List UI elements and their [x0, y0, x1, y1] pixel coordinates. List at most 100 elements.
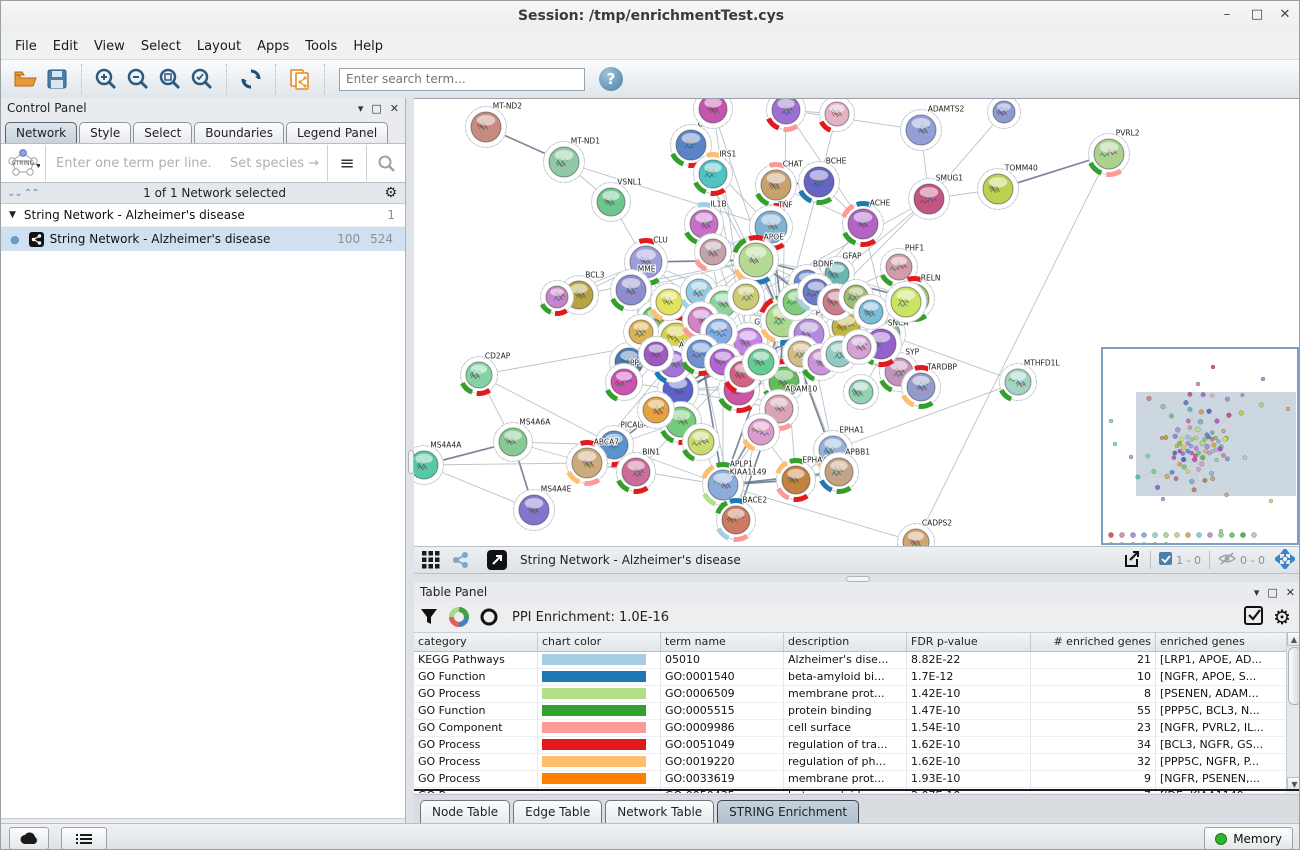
table-scrollbar[interactable]: ▲ ▼	[1286, 632, 1299, 791]
zoom-selected-icon[interactable]	[186, 64, 218, 94]
menu-select[interactable]: Select	[140, 38, 181, 54]
network-node-ms4a4a[interactable]: MS4A4A	[414, 440, 463, 485]
enrichment-row[interactable]: GO Function GO:0001540 beta-amyloid bi... 1…	[414, 669, 1286, 686]
tab-string-enrichment[interactable]: STRING Enrichment	[717, 800, 860, 823]
zoom-in-icon[interactable]	[90, 64, 122, 94]
panel-float-icon[interactable]: □	[1267, 585, 1278, 599]
network-node[interactable]	[682, 423, 720, 462]
network-row-selected[interactable]: ● String Network - Alzheimer's disease 1…	[1, 227, 405, 251]
tab-style[interactable]: Style	[79, 122, 132, 143]
select-columns-icon[interactable]	[1244, 605, 1264, 629]
panel-menu-icon[interactable]: ▾	[1253, 585, 1260, 599]
network-node-cd2ap[interactable]: CD2AP	[460, 351, 512, 396]
network-node-mthfd1l[interactable]: MTHFD1L	[999, 358, 1061, 402]
network-options-gear-icon[interactable]: ⚙	[384, 185, 397, 201]
column-header-0[interactable]: category	[414, 633, 538, 651]
network-node[interactable]	[638, 336, 674, 372]
panel-close-icon[interactable]: ✕	[1285, 585, 1295, 599]
menu-layout[interactable]: Layout	[196, 38, 242, 54]
network-node[interactable]	[694, 233, 732, 272]
open-session-button[interactable]	[9, 64, 41, 94]
network-node[interactable]	[841, 329, 877, 365]
network-node[interactable]	[637, 391, 675, 429]
zoom-fit-icon[interactable]	[154, 64, 186, 94]
menu-tools[interactable]: Tools	[305, 38, 338, 54]
tab-legend-panel[interactable]: Legend Panel	[285, 122, 389, 143]
network-node[interactable]	[819, 99, 855, 133]
detach-view-icon[interactable]	[484, 549, 510, 571]
scrollbar-thumb[interactable]	[1288, 647, 1299, 705]
network-node-ache[interactable]: ACHE	[841, 198, 892, 247]
tab-edge-table[interactable]: Edge Table	[513, 800, 603, 823]
tab-network[interactable]: Network	[5, 122, 78, 143]
network-node-mt-nd1[interactable]: MT-ND1	[543, 136, 601, 183]
network-node[interactable]	[766, 99, 806, 132]
share-network-icon[interactable]	[448, 549, 474, 571]
panel-close-icon[interactable]: ✕	[389, 101, 399, 115]
network-node-bace2[interactable]: BACE2	[715, 495, 768, 542]
network-node-ms4a4e[interactable]: MS4A4E	[513, 484, 573, 531]
tab-select[interactable]: Select	[133, 122, 193, 143]
ring-chart-icon[interactable]	[474, 604, 504, 630]
network-node-mt-nd2[interactable]: MT-ND2	[465, 101, 523, 148]
column-header-6[interactable]: enriched genes	[1160, 635, 1245, 648]
network-node-apoe[interactable]: APOE	[732, 232, 785, 285]
close-button[interactable]: ✕	[1279, 7, 1291, 22]
collapse-all-icon[interactable]: ⌄⌄	[7, 187, 23, 199]
string-options-icon[interactable]: ≡	[327, 145, 366, 181]
grid-view-icon[interactable]	[418, 549, 444, 571]
tab-node-table[interactable]: Node Table	[420, 800, 511, 823]
column-header-2[interactable]: term name	[661, 633, 784, 651]
memory-button[interactable]: Memory	[1204, 827, 1293, 849]
enrichment-row[interactable]: GO Process GO:0033619 membrane prot... 1.93…	[414, 771, 1286, 788]
network-node-tomm40[interactable]: TOMM40	[977, 163, 1039, 210]
network-node-phf1[interactable]: PHF1	[880, 243, 925, 287]
network-node-cadps2[interactable]: CADPS2	[897, 518, 953, 547]
save-session-button[interactable]	[41, 64, 73, 94]
network-node-ms4a6a[interactable]: MS4A6A	[493, 417, 552, 462]
network-node-mme[interactable]: MME	[610, 264, 657, 312]
network-node-abca7[interactable]: ABCA7	[566, 437, 620, 486]
zoom-out-icon[interactable]	[122, 64, 154, 94]
network-node[interactable]	[539, 280, 574, 316]
search-input[interactable]	[339, 67, 585, 91]
menu-edit[interactable]: Edit	[52, 38, 78, 54]
minimize-button[interactable]: –	[1223, 7, 1231, 22]
enrichment-row[interactable]: GO Process GO:0006509 membrane prot... 1.42…	[414, 686, 1286, 703]
collection-expander-icon[interactable]: ▼	[9, 210, 16, 220]
network-node[interactable]	[693, 99, 733, 129]
collection-row[interactable]: ▼ String Network - Alzheimer's disease 1	[1, 204, 405, 227]
enrichment-row[interactable]: GO Process GO:0051049 regulation of tra...…	[414, 737, 1286, 754]
network-node[interactable]	[623, 314, 659, 350]
network-node-apbb1[interactable]: APBB1	[819, 447, 871, 494]
menu-help[interactable]: Help	[353, 38, 383, 54]
network-node-pvrl2[interactable]: PVRL2	[1088, 128, 1141, 177]
filter-icon[interactable]	[414, 604, 444, 630]
tab-network-table[interactable]: Network Table	[605, 800, 715, 823]
refresh-icon[interactable]	[235, 64, 267, 94]
network-node-adamts2[interactable]: ADAMTS2	[900, 104, 965, 151]
network-node[interactable]	[853, 294, 889, 330]
network-node[interactable]	[727, 278, 765, 316]
expand-all-icon[interactable]: ⌃⌃	[23, 187, 40, 199]
scroll-up-icon[interactable]: ▲	[1287, 632, 1299, 646]
network-node-tnf[interactable]: TNF	[749, 200, 794, 251]
string-logo-dropdown[interactable]: STRING	[1, 145, 46, 181]
network-node[interactable]	[742, 413, 780, 452]
pan-tool-icon[interactable]	[1273, 546, 1297, 572]
network-node-epha4[interactable]: EPHA4	[775, 455, 828, 502]
panel-menu-icon[interactable]: ▾	[357, 101, 364, 115]
string-search-icon[interactable]	[366, 145, 405, 181]
vertical-splitter[interactable]	[406, 98, 414, 823]
enrichment-chart-icon[interactable]	[444, 604, 474, 630]
menu-apps[interactable]: Apps	[257, 38, 290, 54]
help-icon[interactable]: ?	[599, 67, 623, 91]
birds-eye-view[interactable]	[1101, 347, 1299, 546]
panel-float-icon[interactable]: □	[371, 101, 382, 115]
network-canvas[interactable]: MT-ND2MT-ND1VSNL1GAB2ADAMTS2PVRL2SMUG1TO…	[414, 98, 1299, 547]
string-species-hint[interactable]: Set species →	[229, 155, 319, 171]
network-node[interactable]	[742, 343, 780, 381]
network-node-smug1[interactable]: SMUG1	[908, 173, 964, 220]
network-node-chat[interactable]: CHAT	[755, 159, 804, 208]
network-node[interactable]	[843, 374, 879, 410]
